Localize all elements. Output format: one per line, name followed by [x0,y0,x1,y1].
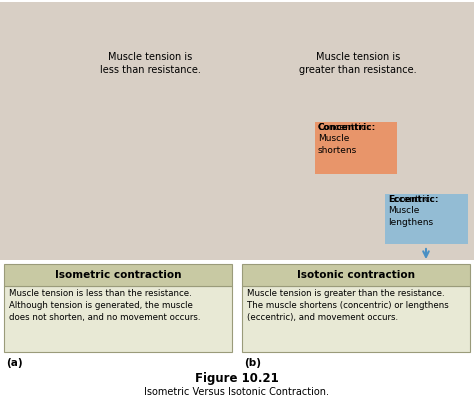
Text: Muscle tension is
less than resistance.: Muscle tension is less than resistance. [100,52,201,75]
Text: (a): (a) [6,358,23,368]
Text: Figure 10.21: Figure 10.21 [195,372,279,385]
Text: Muscle tension is greater than the resistance.
The muscle shortens (concentric) : Muscle tension is greater than the resis… [247,289,449,322]
Text: Eccentric:: Eccentric: [388,195,438,204]
Bar [237,2,474,260]
Text: Concentric:: Concentric: [318,123,376,132]
Bar [4,286,232,352]
Text: Concentric:
Muscle
shortens: Concentric: Muscle shortens [318,123,370,155]
Text: Muscle tension is
greater than resistance.: Muscle tension is greater than resistanc… [299,52,417,75]
Text: Isometric Versus Isotonic Contraction.: Isometric Versus Isotonic Contraction. [145,387,329,397]
Text: Isometric contraction: Isometric contraction [55,270,181,280]
Bar [242,264,470,286]
Bar [4,264,232,286]
Text: Isotonic contraction: Isotonic contraction [297,270,415,280]
Text: Muscle tension is less than the resistance.
Although tension is generated, the m: Muscle tension is less than the resistan… [9,289,201,322]
Text: Eccentric:
Muscle
lengthens: Eccentric: Muscle lengthens [388,195,433,227]
Text: (b): (b) [244,358,261,368]
Bar [0,2,237,260]
Bar [242,286,470,352]
Bar [315,122,397,174]
Bar [385,194,468,244]
